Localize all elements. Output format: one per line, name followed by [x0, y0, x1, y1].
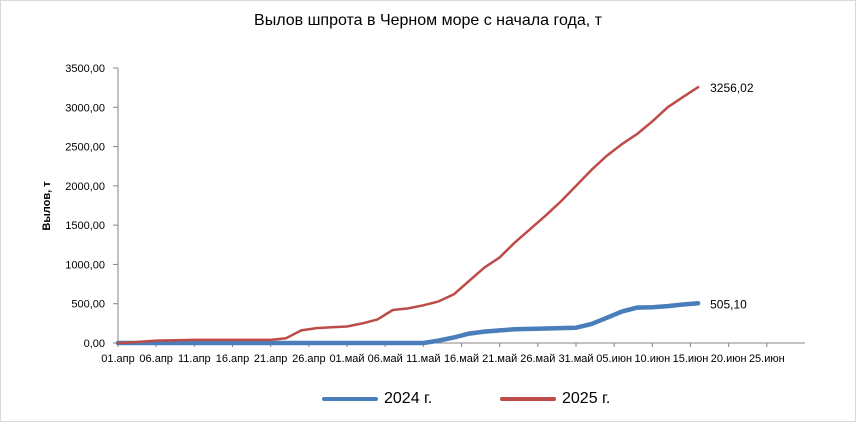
x-tick-label: 16.апр	[216, 353, 249, 365]
legend-swatch-2025	[500, 397, 556, 401]
legend-item-2025: 2025 г.	[500, 387, 610, 411]
series-line-2025	[116, 85, 700, 345]
data-label: 3256,02	[710, 81, 754, 95]
chart-legend: 2024 г. 2025 г.	[0, 387, 856, 411]
x-tick-label: 31.май	[558, 353, 593, 365]
y-tick-label: 2500,00	[65, 142, 105, 154]
legend-label-2024: 2024 г.	[384, 390, 433, 407]
x-tick-label: 01.май	[329, 353, 364, 365]
legend-item-2024: 2024 г.	[322, 387, 432, 411]
x-tick-label: 16.май	[444, 353, 479, 365]
legend-label-2025: 2025 г.	[562, 390, 611, 407]
x-tick-label: 06.апр	[139, 353, 172, 365]
y-axis-label: Вылов, т	[41, 181, 53, 231]
x-tick-label: 05.июн	[596, 353, 632, 365]
x-tick-label: 11.май	[406, 353, 440, 365]
x-tick-label: 25.июн	[749, 353, 785, 365]
x-tick-label: 11.апр	[178, 353, 211, 365]
y-tick-label: 2000,00	[65, 181, 105, 193]
x-tick-label: 10.июн	[634, 353, 670, 365]
x-tick-label: 01.апр	[101, 353, 134, 365]
x-tick-label: 06.май	[368, 353, 403, 365]
y-tick-label: 0,00	[84, 338, 105, 350]
x-tick-label: 21.май	[482, 353, 517, 365]
series-line-2024	[115, 301, 701, 346]
x-tick-label: 20.июн	[711, 353, 747, 365]
y-tick-label: 1000,00	[65, 259, 105, 271]
x-tick-label: 26.апр	[292, 353, 325, 365]
y-tick-label: 1500,00	[65, 220, 105, 232]
legend-swatch-2024	[322, 397, 378, 401]
data-label: 505,10	[710, 297, 747, 311]
y-tick-label: 3000,00	[65, 102, 105, 114]
x-tick-label: 26.май	[520, 353, 555, 365]
y-tick-label: 500,00	[71, 299, 105, 311]
x-tick-label: 15.июн	[673, 353, 709, 365]
chart-title: Вылов шпрота в Черном море с начала года…	[254, 12, 602, 29]
x-tick-label: 21.апр	[254, 353, 287, 365]
y-tick-label: 3500,00	[65, 63, 105, 75]
